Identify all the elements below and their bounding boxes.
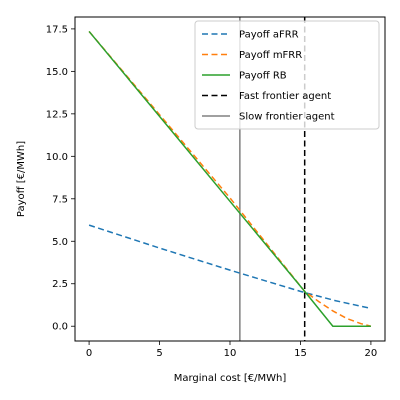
series-line-payoff-rb [88,30,371,327]
axis-ticks: 0 5 10 15 20 0.0 2.5 5.0 7.5 10.0 12.5 15.0 17.5 [46,24,378,359]
y-tick-label: 12.5 [46,109,68,120]
x-tick-label: 10 [224,348,237,359]
legend-label: Payoff mFRR [239,50,302,61]
x-tick-label: 15 [294,348,307,359]
legend-box [194,20,380,130]
legend: Payoff aFRR Payoff mFRR Payoff RB Fast fron… [194,20,380,130]
y-tick-label: 2.5 [52,279,68,290]
series-line-payoff-mfrr [88,30,372,327]
y-tick-label: 15.0 [46,67,68,78]
x-tick-label: 5 [156,348,162,359]
legend-label: Payoff RB [239,71,287,82]
y-tick-label: 17.5 [46,24,68,35]
legend-label: Fast frontier agent [239,91,331,102]
y-tick-label: 0.0 [52,322,68,333]
y-axis-label: Payoff [€/MWh] [16,141,27,217]
x-axis-label: Marginal cost [€/MWh] [174,373,287,384]
x-tick-label: 0 [86,348,92,359]
y-tick-label: 5.0 [52,237,68,248]
legend-label: Payoff aFRR [239,30,299,41]
y-tick-label: 7.5 [52,194,68,205]
series-line-payoff-afrr [88,224,372,310]
y-tick-label: 10.0 [46,152,68,163]
x-tick-label: 20 [365,348,378,359]
legend-label: Slow frontier agent [239,112,335,123]
